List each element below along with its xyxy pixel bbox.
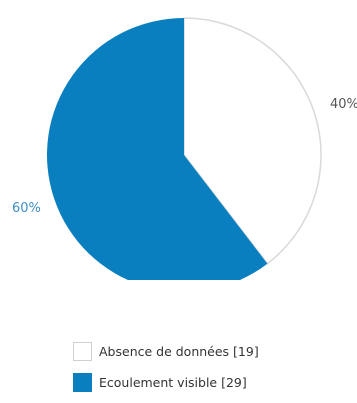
legend-swatch-absence [73, 341, 92, 361]
legend-label-ecoulement: Ecoulement visible [29] [99, 374, 247, 390]
pie-chart: 40% 60% [12, 17, 357, 280]
pie-percent-label-1: 60% [12, 201, 41, 216]
legend-label-absence: Absence de données [19] [99, 343, 259, 359]
legend: Absence de données [19] Ecoulement visib… [73, 341, 259, 403]
legend-swatch-ecoulement [73, 372, 92, 392]
legend-item-absence[interactable]: Absence de données [19] [73, 341, 259, 361]
pie-slice-0[interactable] [183, 17, 322, 265]
pie-slice-1[interactable] [47, 18, 268, 280]
legend-item-ecoulement[interactable]: Ecoulement visible [29] [73, 372, 259, 392]
pie-percent-label-0: 40% [330, 97, 357, 112]
